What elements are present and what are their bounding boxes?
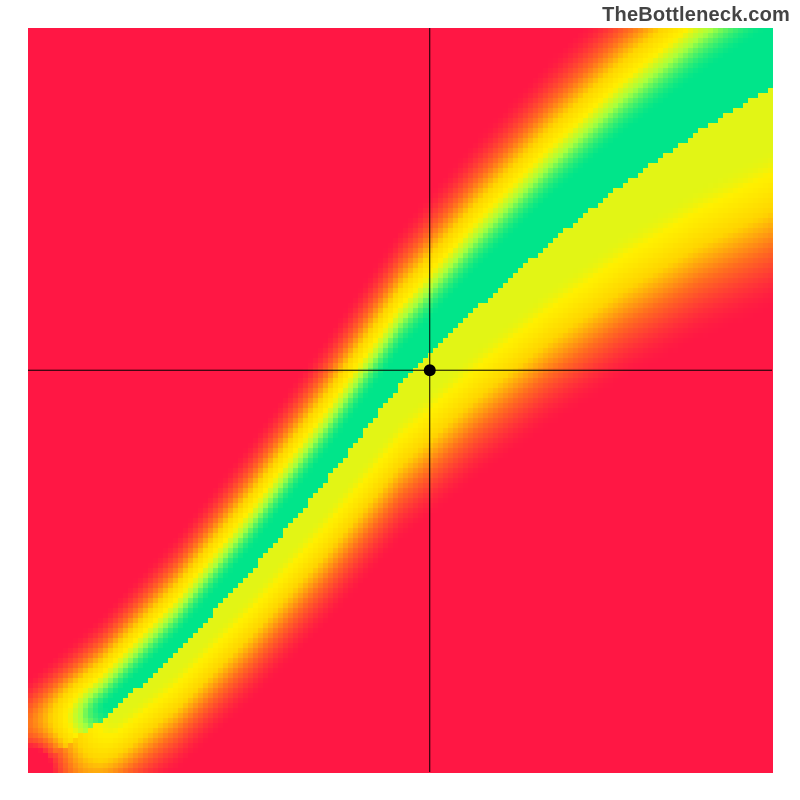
chart-stage: TheBottleneck.com — [0, 0, 800, 800]
bottleneck-heatmap-canvas — [0, 0, 800, 800]
watermark-text: TheBottleneck.com — [602, 4, 790, 27]
